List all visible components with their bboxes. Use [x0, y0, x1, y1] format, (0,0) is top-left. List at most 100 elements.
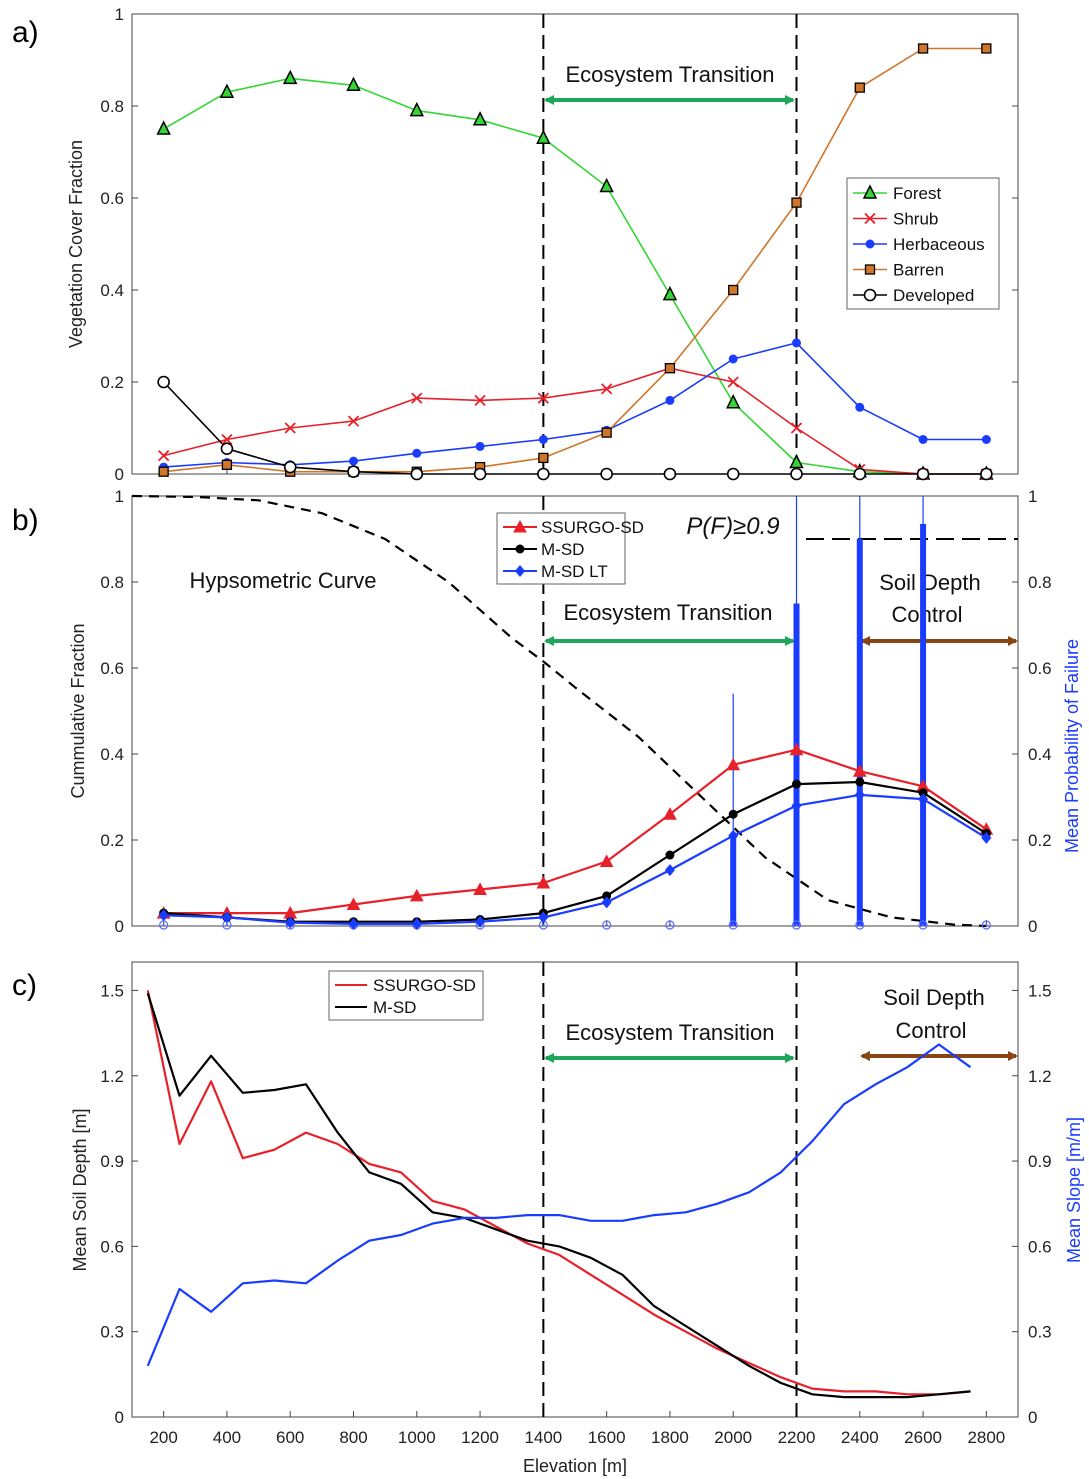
panel-a-point-forest [662, 285, 678, 301]
pf-zero-marker-dot [668, 923, 672, 927]
panel-a-line-shrub [163, 367, 987, 475]
panel-b-point-m-sd [728, 809, 738, 819]
panel-b-point-m-sd lt [854, 788, 865, 801]
pf-zero-marker [918, 920, 928, 930]
panel-a-label: a) [12, 16, 39, 49]
panel-b-point-m-sd lt [791, 799, 802, 812]
panel-b-point-m-sd lt [918, 793, 929, 806]
panel-b-ytick-label: 0.4 [100, 745, 124, 764]
panel-a-ecosystem-transition-text: Ecosystem Transition [565, 62, 774, 87]
panel-a-legend-marker [864, 264, 876, 275]
panel-c-ytick-label-right: 1.2 [1028, 1067, 1052, 1086]
panel-a-point-barren [854, 82, 865, 93]
panel-b-soil-depth-label: Soil Depth [879, 570, 981, 595]
panel-b-point-m-sd [602, 891, 612, 901]
panel-c-ytick-label-right: 0.6 [1028, 1237, 1052, 1256]
panel-a-legend-marker [864, 212, 876, 225]
panel-a-ytick-label: 0.6 [100, 189, 124, 208]
panel-b-frame [131, 495, 1019, 927]
pf-zero-marker-dot [921, 923, 925, 927]
pf-zero-marker [855, 920, 865, 930]
panel-c-ytick-label: 0 [115, 1408, 124, 1427]
panel-b-point-m-sd lt [348, 917, 359, 930]
panel-a-point-developed [853, 467, 867, 481]
panel-c-xtick-label: 1800 [651, 1428, 689, 1447]
panel-b-ytick-label-right: 0.6 [1028, 659, 1052, 678]
panel-c-soil-depth-label: Soil Depth [883, 985, 985, 1010]
panel-a-point-developed [220, 442, 234, 456]
panel-c-legend-label: M-SD [373, 998, 416, 1017]
panel-a-legend-marker [865, 239, 875, 249]
panel-b-point-ssurgo-sd [346, 897, 361, 910]
panel-a-annotations: Ecosystem Transition [544, 62, 795, 105]
pf-threshold-label: P(F)≥0.9 [686, 513, 779, 540]
panel-c-ytick-label: 0.9 [100, 1152, 124, 1171]
panel-c-xtick-label: 1000 [398, 1428, 436, 1447]
panel-a-point-shrub [411, 392, 423, 404]
panel-a-point-developed [726, 467, 740, 481]
panel-b-point-m-sd [855, 777, 865, 787]
panel-c-xtick-label: 2200 [778, 1428, 816, 1447]
panel-b-point-ssurgo-sd [473, 882, 487, 895]
panel-c-ytick-label-right: 0.3 [1028, 1323, 1052, 1342]
panel-a-ytick-label: 0.8 [100, 97, 124, 116]
panel-a-point-developed [283, 460, 297, 474]
panel-b-legend-label: M-SD [541, 540, 584, 559]
panel-a-point-forest [156, 120, 171, 135]
panel-c-legend-label: SSURGO-SD [373, 976, 476, 995]
panel-b-line-ssurgo-sd [163, 748, 988, 915]
panel-b-point-m-sd lt [411, 917, 422, 930]
panel-a-ytick-label: 1 [115, 5, 124, 24]
panel-b-legend-label: M-SD LT [541, 562, 608, 581]
panel-c-xtick-label: 2800 [967, 1428, 1005, 1447]
pf-zero-marker-dot [162, 923, 165, 927]
panel-b-point-m-sd lt [221, 911, 232, 924]
panel-a-point-herbaceous [475, 441, 485, 451]
panel-c-xtick-label: 1600 [588, 1428, 626, 1447]
panel-c-ecosystem-transition-text: Ecosystem Transition [565, 1020, 774, 1045]
panel-c-ytick-label-right: 0 [1028, 1408, 1037, 1427]
panel-b-point-m-sd [665, 850, 675, 860]
panel-c-ytick-label-right: 1.5 [1028, 981, 1052, 1000]
panel-c-annotations: Ecosystem Transition Soil Depth Control [544, 985, 1018, 1063]
panel-a-point-barren [538, 452, 549, 464]
panel-b-ytick-label-right: 0.8 [1028, 573, 1052, 592]
panel-c-xtick-label: 2400 [841, 1428, 879, 1447]
panel-a-point-developed [157, 375, 170, 389]
panel-c-ylabel-right: Mean Slope [m/m] [1064, 1117, 1084, 1263]
panel-a-point-developed [347, 465, 360, 479]
panel-b-point-ssurgo-sd [599, 854, 614, 867]
panel-b-label: b) [12, 504, 39, 537]
pf-bar-thick [856, 539, 863, 926]
pf-zero-marker [728, 920, 738, 930]
panel-a-point-shrub [474, 394, 486, 407]
panel-b-point-ssurgo-sd [536, 875, 551, 889]
panel-b-point-m-sd lt [285, 916, 296, 929]
pf-zero-marker [791, 920, 802, 930]
panel-a-point-barren [221, 459, 233, 470]
panel-a-line-forest [163, 77, 987, 475]
panel-a-point-shrub [221, 433, 233, 446]
pf-zero-marker-dot [858, 923, 861, 927]
panel-a-point-developed [410, 467, 424, 481]
panel-b-point-ssurgo-sd [663, 807, 677, 820]
panel-b-ytick-label: 1 [115, 487, 124, 506]
pf-zero-marker-dot [605, 923, 608, 927]
panel-a-point-herbaceous [728, 354, 738, 364]
pf-bar-thick [920, 523, 927, 926]
panel-c-xtick-label: 800 [339, 1428, 367, 1447]
panel-c-ytick-label: 1.5 [100, 981, 124, 1000]
panel-c-ylabel: Mean Soil Depth [m] [70, 1108, 90, 1271]
panel-c-line-ssurgo-sd [146, 990, 971, 1396]
panel-a-legend-label: Herbaceous [893, 235, 985, 254]
panel-a-point-barren [664, 363, 676, 374]
panel-b-ytick-label-right: 0.2 [1028, 831, 1052, 850]
panel-c-xtick-label: 600 [276, 1428, 304, 1447]
panel-b-control-label: Control [892, 602, 963, 627]
panel-a-point-herbaceous [665, 395, 675, 405]
panel-b-point-m-sd lt [981, 831, 992, 844]
panel-c-line-m-sd [146, 992, 971, 1399]
panel-c-frame [131, 961, 1019, 1418]
panel-a-point-herbaceous [918, 435, 928, 444]
